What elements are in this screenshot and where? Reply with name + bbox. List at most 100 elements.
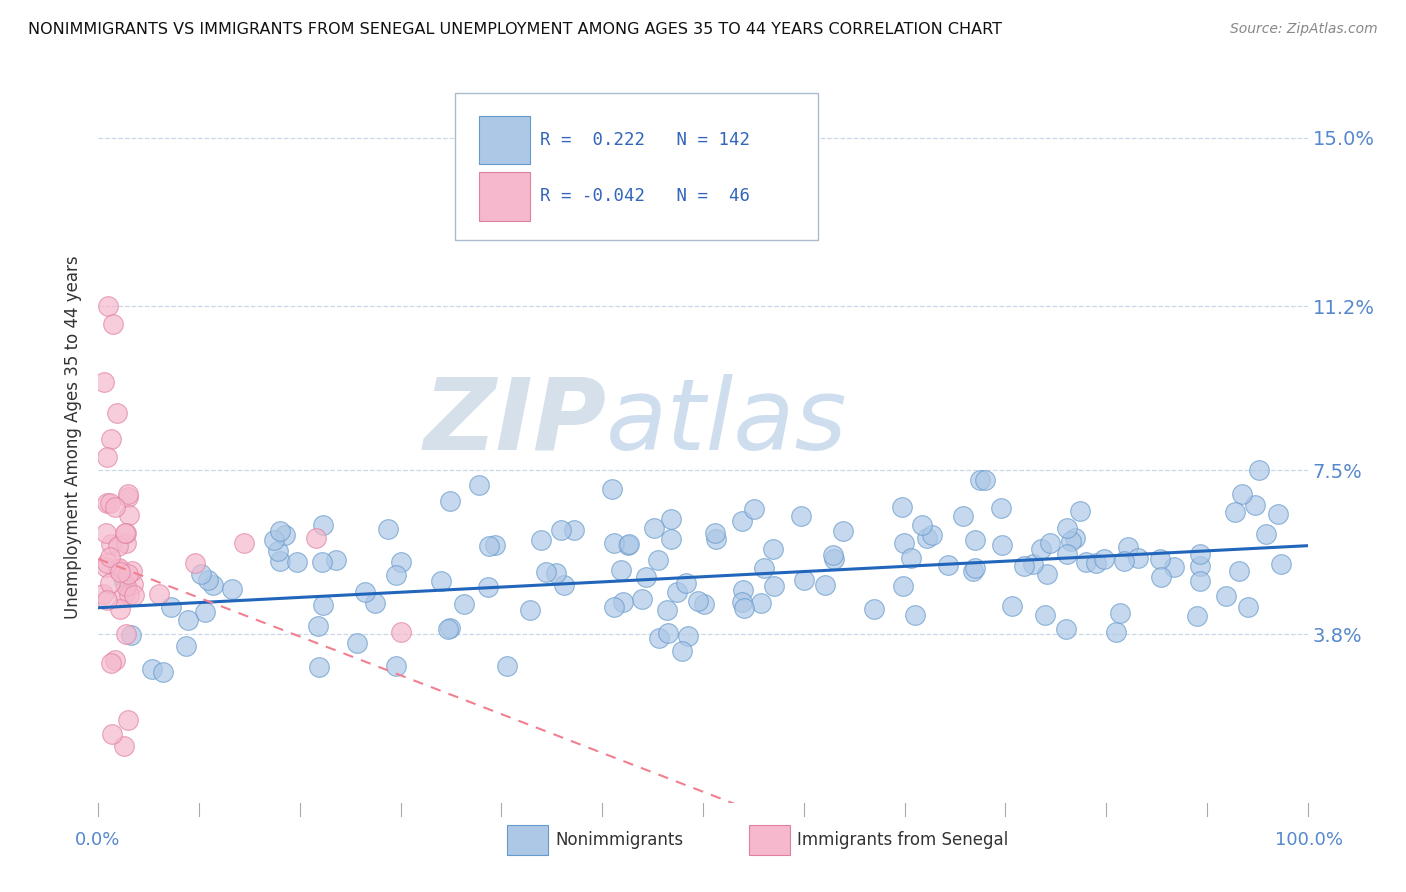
Point (184, 556, 207, 570)
Point (661, 532, 683, 546)
Point (761, 541, 783, 556)
Point (609, 563, 631, 577)
Point (93, 375, 115, 389)
Point (917, 531, 939, 545)
Point (104, 653, 127, 667)
Point (312, 598, 335, 612)
Point (354, 585, 377, 599)
Point (1056, 547, 1078, 561)
Point (115, 536, 138, 550)
Point (1054, 622, 1077, 636)
Point (429, 574, 451, 588)
Point (94, 560, 117, 574)
Point (100, 657, 122, 671)
Point (118, 508, 141, 523)
Point (484, 538, 506, 552)
Point (114, 526, 136, 541)
Point (890, 500, 912, 514)
Point (108, 566, 131, 580)
Point (91, 587, 114, 601)
Text: Nonimmigrants: Nonimmigrants (555, 831, 683, 849)
Point (108, 602, 131, 616)
Point (1270, 557, 1292, 571)
Point (1056, 521, 1078, 535)
Point (731, 595, 754, 609)
Point (1249, 463, 1271, 477)
Point (634, 570, 657, 584)
Point (952, 508, 974, 523)
Point (174, 639, 197, 653)
Point (647, 553, 669, 567)
Point (1069, 504, 1091, 518)
Point (963, 561, 986, 575)
Point (305, 531, 328, 545)
Point (900, 550, 922, 565)
Point (1033, 607, 1056, 622)
Point (742, 502, 765, 516)
Point (1185, 609, 1208, 624)
FancyBboxPatch shape (749, 825, 790, 855)
Point (1254, 527, 1277, 541)
Point (969, 473, 991, 487)
Point (105, 406, 128, 420)
Point (648, 632, 671, 646)
Point (148, 587, 170, 601)
Point (177, 613, 200, 627)
Point (1149, 551, 1171, 566)
Point (96, 495, 118, 509)
Point (377, 522, 399, 536)
Point (107, 562, 129, 576)
Point (117, 713, 139, 727)
Point (112, 574, 135, 588)
Point (1215, 590, 1237, 604)
Point (115, 525, 138, 540)
Text: Source: ZipAtlas.com: Source: ZipAtlas.com (1230, 22, 1378, 37)
Point (675, 575, 697, 590)
Point (863, 602, 886, 616)
Text: 0.0%: 0.0% (75, 831, 120, 849)
Point (115, 579, 138, 593)
Point (1064, 531, 1087, 545)
Point (678, 630, 700, 644)
Text: R = -0.042   N =  46: R = -0.042 N = 46 (540, 187, 749, 205)
Point (1163, 559, 1185, 574)
Point (439, 621, 461, 635)
Point (94, 526, 117, 541)
Point (962, 564, 984, 578)
Point (308, 659, 330, 673)
Point (100, 537, 122, 551)
Point (612, 595, 634, 609)
Point (904, 608, 927, 623)
Point (823, 552, 845, 566)
Point (600, 482, 623, 496)
Point (221, 582, 243, 596)
Point (749, 596, 772, 610)
Point (107, 539, 129, 553)
Point (97, 299, 120, 313)
Point (325, 553, 347, 567)
Point (478, 539, 501, 553)
Point (762, 579, 785, 593)
Point (384, 658, 406, 673)
Point (117, 490, 139, 504)
Point (269, 554, 291, 568)
FancyBboxPatch shape (479, 116, 530, 164)
Point (793, 573, 815, 587)
Point (364, 596, 387, 610)
Point (665, 584, 688, 599)
Point (1126, 550, 1149, 565)
Point (655, 603, 678, 617)
Point (1225, 505, 1247, 519)
Point (152, 665, 174, 679)
Point (120, 628, 142, 642)
FancyBboxPatch shape (508, 825, 548, 855)
Point (159, 600, 181, 615)
Point (657, 626, 679, 640)
Point (197, 573, 219, 587)
Point (117, 567, 139, 582)
Point (730, 515, 752, 529)
Point (112, 739, 135, 753)
Point (477, 580, 499, 594)
Point (1150, 570, 1173, 584)
Point (1188, 574, 1211, 589)
